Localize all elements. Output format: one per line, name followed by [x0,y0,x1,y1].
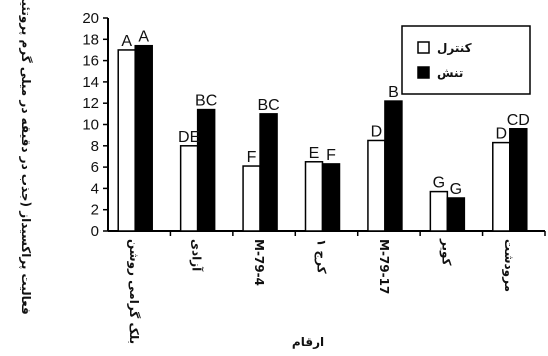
bar-letter-stress: F [326,147,336,164]
bar-stress [446,197,466,232]
y-tick-label: 16 [82,53,99,70]
y-tick-label: 6 [91,159,99,176]
x-category-label: M-79-4 [252,239,266,286]
x-category-label: کویر [438,238,453,265]
legend: کنترل تنش [401,25,531,95]
bar-letter-control: DE [178,129,200,146]
y-tick-label: 12 [82,95,99,112]
bar-stress [321,163,341,232]
bar-letter-control: D [496,126,508,143]
bar-letter-control: E [309,145,320,162]
y-tick-label: 20 [82,10,99,27]
bar-stress [196,108,216,232]
chart-bars [117,44,528,232]
bar-stress [134,44,153,232]
bar-stress [259,113,278,232]
x-category-label: بلک گرامی روشن [126,239,141,344]
y-tick-label: 18 [82,31,99,48]
bar-letter-stress: B [388,84,399,101]
y-tick-label: 8 [91,138,99,155]
bar-letter-stress: BC [195,93,217,110]
x-category-label: آزادی [190,239,205,272]
bar-letter-stress: G [450,181,462,198]
y-tick-label: 10 [82,117,99,134]
y-axis-ticks: 0 2 4 6 8 10 12 14 16 18 20 [82,10,108,240]
legend-label-stress: تنش [437,66,463,80]
x-category-label: مرودشت [501,239,516,292]
legend-box [401,25,531,95]
x-category-label: M-79-17 [377,239,391,294]
y-tick-label: 0 [91,223,99,240]
bar-control [179,145,199,232]
y-tick-label: 2 [91,202,99,219]
bar-letter-stress: BC [257,97,279,114]
y-tick-label: 4 [91,180,99,197]
y-tick-label: 14 [82,74,99,91]
y-axis-title: فعالیت پراکسیداز (جذب در دقیقه در میلی گ… [18,0,33,315]
bar-control [429,190,449,232]
bar-control [304,161,324,232]
bar-letter-control: G [433,175,445,192]
bar-letter-stress: CD [507,112,530,129]
x-axis-category-labels: بلک گرامی روشن آزادی M-79-4 کرج ۱ M-79-17 کوی… [126,231,546,344]
x-axis-title: ارقام [292,335,324,350]
bar-control [367,139,386,232]
legend-swatch-stress [417,66,430,79]
bar-letter-control: F [247,149,257,166]
bar-stress [384,100,403,232]
legend-swatch-control [417,41,430,54]
bar-control [117,49,136,232]
bar-letter-control: A [121,33,132,50]
bar-stress [509,128,528,232]
legend-label-control: کنترل [437,41,472,55]
bar-control [242,165,261,232]
bar-control [492,141,511,232]
x-category-label: کرج ۱ [315,239,329,274]
bar-letter-stress: A [138,29,149,46]
bar-letter-control: D [371,123,383,140]
